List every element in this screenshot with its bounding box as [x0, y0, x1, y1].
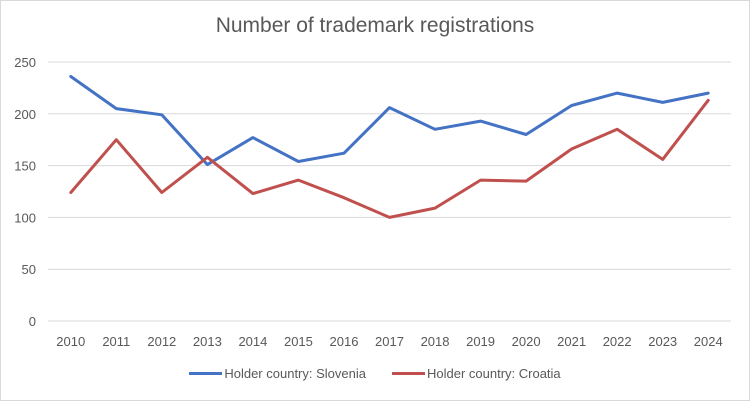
x-tick-label: 2022 [603, 334, 632, 349]
x-tick-label: 2013 [193, 334, 222, 349]
x-tick-label: 2021 [557, 334, 586, 349]
x-tick-label: 2015 [284, 334, 313, 349]
y-tick-label: 250 [14, 55, 36, 70]
y-tick-label: 150 [14, 159, 36, 174]
legend-item-croatia: Holder country: Croatia [391, 366, 561, 381]
x-tick-label: 2023 [648, 334, 677, 349]
legend-label-slovenia: Holder country: Slovenia [224, 366, 366, 381]
x-tick-label: 2017 [375, 334, 404, 349]
x-tick-label: 2019 [466, 334, 495, 349]
x-tick-label: 2018 [421, 334, 450, 349]
x-tick-label: 2012 [147, 334, 176, 349]
legend-swatch-slovenia [189, 372, 223, 375]
x-tick-label: 2016 [330, 334, 359, 349]
x-tick-label: 2010 [56, 334, 85, 349]
chart-title: Number of trademark registrations [215, 14, 535, 37]
y-tick-label: 100 [14, 210, 36, 225]
legend: Holder country: Slovenia Holder country:… [0, 366, 750, 381]
legend-swatch-croatia [391, 372, 425, 375]
y-tick-label: 200 [14, 107, 36, 122]
series-line-croatia [69, 98, 710, 219]
series-line-slovenia [69, 75, 710, 167]
legend-item-slovenia: Holder country: Slovenia [189, 366, 366, 381]
y-tick-label: 0 [29, 314, 36, 329]
x-tick-label: 2014 [238, 334, 267, 349]
x-tick-label: 2011 [102, 334, 130, 349]
x-tick-label: 2024 [694, 334, 723, 349]
legend-label-croatia: Holder country: Croatia [426, 366, 561, 381]
y-tick-label: 50 [22, 262, 36, 277]
x-tick-label: 2020 [512, 334, 541, 349]
